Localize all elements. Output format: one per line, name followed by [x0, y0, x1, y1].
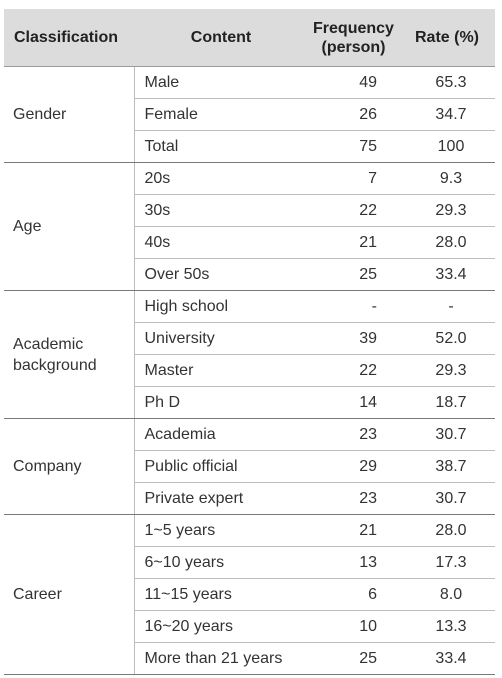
content-cell: University — [133, 322, 308, 355]
table-row: Over 50s 25 33.4 — [4, 258, 495, 291]
frequency-cell: 25 — [308, 258, 399, 291]
content-cell: Private expert — [133, 482, 308, 515]
frequency-cell: 6 — [308, 578, 399, 611]
rate-cell: 28.0 — [399, 226, 495, 259]
header-frequency: Frequency (person) — [308, 9, 399, 67]
content-cell: 16~20 years — [133, 610, 308, 643]
rate-cell: 30.7 — [399, 482, 495, 515]
table-body: Gender Male 49 65.3 Female 26 34.7 Total 75 100 Ag… — [4, 66, 495, 675]
table-row: 40s 21 28.0 — [4, 226, 495, 259]
content-cell: 40s — [133, 226, 308, 259]
table-row: Master 22 29.3 — [4, 354, 495, 387]
content-cell: High school — [133, 290, 308, 323]
header-rate: Rate (%) — [399, 9, 495, 67]
table-row: Academic background High school - - — [4, 290, 495, 419]
classification-cell: Career — [4, 514, 134, 675]
table-row: Public official 29 38.7 — [4, 450, 495, 483]
frequency-cell: 39 — [308, 322, 399, 355]
table-row: Total 75 100 — [4, 130, 495, 163]
rate-cell: 34.7 — [399, 98, 495, 131]
table-row: University 39 52.0 — [4, 322, 495, 355]
frequency-cell: 7 — [308, 162, 399, 195]
table-row: 30s 22 29.3 — [4, 194, 495, 227]
frequency-cell: 13 — [308, 546, 399, 579]
table-row: Female 26 34.7 — [4, 98, 495, 131]
rate-cell: 17.3 — [399, 546, 495, 579]
frequency-cell: 22 — [308, 194, 399, 227]
content-cell: Ph D — [133, 386, 308, 419]
frequency-cell: 14 — [308, 386, 399, 419]
rate-cell: 9.3 — [399, 162, 495, 195]
content-cell: 11~15 years — [133, 578, 308, 611]
rate-cell: 52.0 — [399, 322, 495, 355]
classification-cell: Age — [4, 162, 134, 291]
frequency-cell: 22 — [308, 354, 399, 387]
rate-cell: 33.4 — [399, 642, 495, 675]
rate-cell: 28.0 — [399, 514, 495, 547]
content-cell: Over 50s — [133, 258, 308, 291]
content-cell: Academia — [133, 418, 308, 451]
rate-cell: 100 — [399, 130, 495, 163]
frequency-cell: 25 — [308, 642, 399, 675]
classification-label: Company — [13, 458, 82, 475]
classification-label: Gender — [13, 106, 67, 123]
content-cell: More than 21 years — [133, 642, 308, 675]
frequency-cell: 75 — [308, 130, 399, 163]
demographics-table: Classification Content Frequency (person… — [4, 9, 495, 675]
classification-label: Age — [13, 218, 42, 235]
table-row: Company Academia 23 30.7 — [4, 418, 495, 515]
header-row: Classification Content Frequency (person… — [4, 9, 495, 67]
table-row: Career 1~5 years 21 28.0 — [4, 514, 495, 675]
rate-cell: 33.4 — [399, 258, 495, 291]
frequency-cell: 23 — [308, 482, 399, 515]
content-cell: 30s — [133, 194, 308, 227]
table-row: 16~20 years 10 13.3 — [4, 610, 495, 643]
table-row: Ph D 14 18.7 — [4, 386, 495, 419]
rate-cell: 38.7 — [399, 450, 495, 483]
rate-cell: 13.3 — [399, 610, 495, 643]
content-cell: Public official — [133, 450, 308, 483]
content-cell: 1~5 years — [133, 514, 308, 547]
classification-cell: Company — [4, 418, 134, 515]
content-cell: Female — [133, 98, 308, 131]
content-cell: 6~10 years — [133, 546, 308, 579]
content-cell: Master — [133, 354, 308, 387]
frequency-cell: 49 — [308, 66, 399, 99]
frequency-cell: 26 — [308, 98, 399, 131]
classification-cell: Gender — [4, 66, 134, 163]
table-header: Classification Content Frequency (person… — [4, 9, 495, 67]
frequency-cell: 23 — [308, 418, 399, 451]
rate-cell: 29.3 — [399, 194, 495, 227]
rate-cell: 30.7 — [399, 418, 495, 451]
rate-cell: 29.3 — [399, 354, 495, 387]
classification-label: Career — [13, 586, 62, 603]
rate-cell: 65.3 — [399, 66, 495, 99]
table-row: Gender Male 49 65.3 — [4, 66, 495, 163]
table-row: 6~10 years 13 17.3 — [4, 546, 495, 579]
rate-cell: 18.7 — [399, 386, 495, 419]
classification-label: Academic background — [13, 335, 97, 374]
frequency-cell: - — [308, 290, 399, 323]
content-cell: Male — [133, 66, 308, 99]
frequency-cell: 29 — [308, 450, 399, 483]
table-row: More than 21 years 25 33.4 — [4, 642, 495, 675]
content-cell: Total — [133, 130, 308, 163]
header-frequency-label: Frequency (person) — [313, 19, 394, 56]
table-row: Age 20s 7 9.3 — [4, 162, 495, 291]
frequency-cell: 10 — [308, 610, 399, 643]
rate-cell: 8.0 — [399, 578, 495, 611]
classification-cell: Academic background — [4, 290, 134, 419]
frequency-cell: 21 — [308, 514, 399, 547]
header-content: Content — [134, 9, 308, 67]
content-cell: 20s — [133, 162, 308, 195]
frequency-cell: 21 — [308, 226, 399, 259]
header-classification: Classification — [4, 9, 134, 67]
rate-cell: - — [399, 290, 495, 323]
table-row: 11~15 years 6 8.0 — [4, 578, 495, 611]
table-row: Private expert 23 30.7 — [4, 482, 495, 515]
